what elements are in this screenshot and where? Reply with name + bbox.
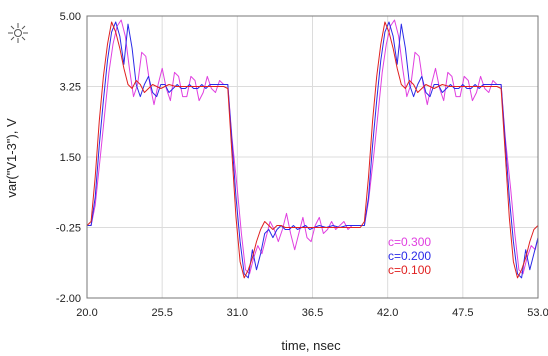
x-tick-label: 47.5: [452, 307, 473, 319]
x-tick-label: 31.0: [227, 307, 248, 319]
marker-sun-icon[interactable]: [8, 23, 28, 43]
x-axis-title: time, nsec: [281, 338, 341, 353]
x-tick-label: 53.0: [527, 307, 548, 319]
x-tick-label: 20.0: [76, 307, 97, 319]
series-line-1: [87, 19, 539, 275]
y-axis-title: var("V1-3"), V: [4, 118, 19, 198]
legend-entry: c=0.200: [388, 249, 431, 263]
y-tick-label: -2.00: [56, 293, 81, 305]
series-group: [86, 19, 539, 279]
legend-entry: c=0.100: [388, 263, 431, 277]
x-tick-label: 25.5: [151, 307, 172, 319]
y-tick-label: 1.50: [60, 152, 81, 164]
y-tick-label: 3.25: [60, 82, 81, 94]
series-line-3: [86, 21, 539, 279]
plot-frame: [86, 15, 539, 299]
tick-labels: 20.0 25.5 31.0 36.5 42.0 47.5 53.0 5.00 3.25 1.50…: [56, 11, 548, 319]
legend-entry: c=0.300: [388, 235, 431, 249]
x-tick-label: 36.5: [302, 307, 323, 319]
y-tick-label: 5.00: [60, 11, 81, 23]
y-tick-label: -0.25: [56, 223, 81, 235]
grid-lines: [86, 15, 539, 299]
x-tick-label: 42.0: [377, 307, 398, 319]
